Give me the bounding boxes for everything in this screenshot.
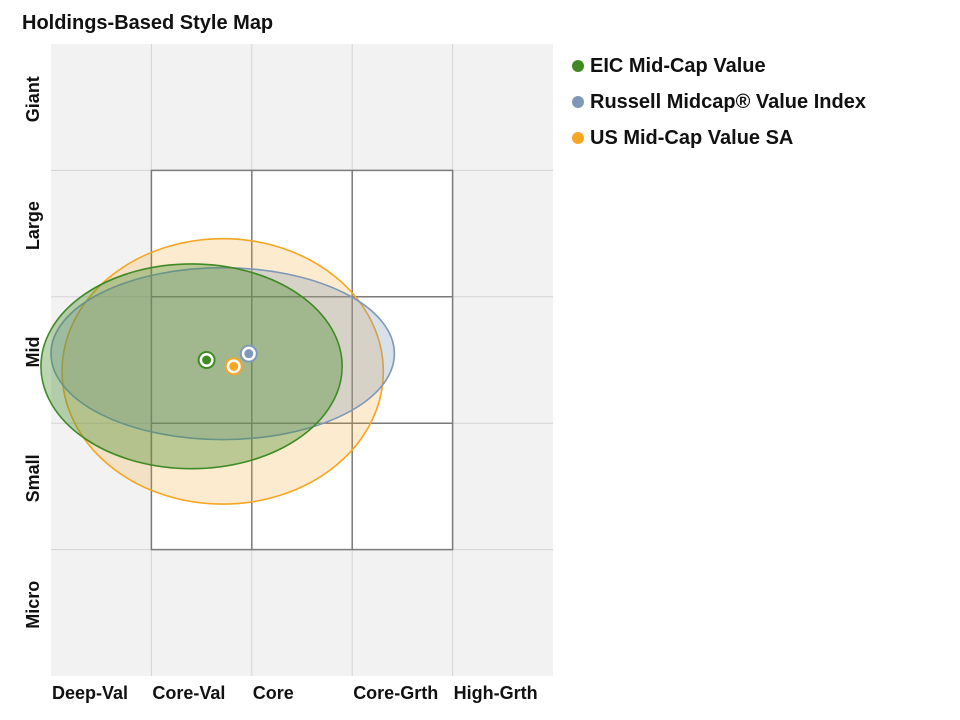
legend-swatch: [572, 96, 584, 108]
legend: EIC Mid-Cap Value Russell Midcap® Value I…: [572, 48, 866, 156]
centroid-marker-1: [197, 351, 216, 369]
x-tick-label: Deep-Val: [52, 683, 128, 703]
y-tick-label: Small: [23, 454, 43, 502]
x-tick-label: Core-Val: [152, 683, 225, 703]
centroid-marker-3: [224, 357, 243, 376]
x-tick-label: Core: [253, 683, 294, 703]
centroid-dot: [202, 355, 212, 365]
legend-label: Russell Midcap® Value Index: [590, 90, 866, 113]
ownership-zone-3: [61, 237, 385, 505]
legend-item: EIC Mid-Cap Value: [572, 48, 866, 84]
centroid-dot: [244, 349, 254, 359]
legend-swatch: [572, 60, 584, 72]
legend-label: EIC Mid-Cap Value: [590, 54, 766, 77]
y-tick-label: Micro: [23, 581, 43, 629]
legend-swatch: [572, 132, 584, 144]
y-tick-label: Mid: [23, 337, 43, 368]
legend-item: Russell Midcap® Value Index: [572, 84, 866, 120]
ownership-zone-1: [40, 263, 343, 470]
x-tick-label: High-Grth: [454, 683, 538, 703]
chart-title: Holdings-Based Style Map: [22, 12, 274, 34]
x-tick-label: Core-Grth: [353, 683, 438, 703]
y-tick-label: Giant: [23, 76, 43, 122]
y-tick-label: Large: [23, 201, 43, 250]
centroid-dot: [229, 361, 239, 371]
ownership-zone-2: [50, 266, 396, 441]
centroid-marker-2: [239, 344, 258, 363]
legend-label: US Mid-Cap Value SA: [590, 126, 794, 149]
legend-item: US Mid-Cap Value SA: [572, 120, 866, 156]
